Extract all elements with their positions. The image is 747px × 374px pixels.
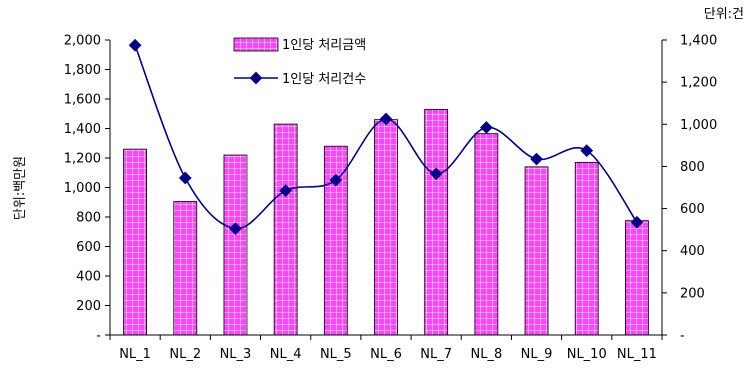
line-point [229,222,242,235]
x-tick-label: NL_10 [567,347,607,362]
x-tick-label: NL_3 [220,347,252,362]
left-axis-ticks: - 200 400 600 800 1,000 1,200 1,400 1,600 1,800 2,… [64,34,110,344]
left-tick-label: 200 [76,299,101,314]
bar [524,166,549,336]
line-point [329,173,343,187]
bar [625,220,649,336]
line-point [128,38,142,52]
left-tick-label: 400 [76,270,101,285]
left-tick-label: 1,200 [64,152,101,167]
left-axis-title: 단위:백만원 [13,156,28,220]
legend: 1인당 처리금액 1인당 처리건수 [233,37,366,87]
bar [374,119,398,336]
right-tick-label: - [680,329,685,344]
x-tick-label: NL_9 [521,347,553,362]
bar [474,133,499,336]
axes [109,40,663,340]
bar [273,123,298,336]
right-tick-label: 200 [680,286,705,301]
right-tick-label: 1,400 [680,34,717,49]
x-tick-label: NL_4 [270,347,302,362]
x-axis-labels: NL_1 NL_2 NL_3 NL_4 NL_5 NL_6 NL_7 NL_8 NL_9 NL_1… [119,347,657,362]
x-tick-label: NL_11 [617,347,657,362]
x-tick-label: NL_2 [169,347,201,362]
line-series [128,38,644,235]
right-tick-label: 400 [680,244,705,259]
bar [424,108,449,336]
legend-item-bar: 1인당 처리금액 [233,37,366,53]
bar [574,162,599,336]
x-tick-label: NL_7 [420,347,452,362]
bar [223,154,248,336]
right-tick-label: 800 [680,160,705,175]
x-tick-label: NL_8 [470,347,502,362]
legend-swatch-bar [233,37,279,52]
left-tick-label: 1,600 [64,93,101,108]
legend-label-bar: 1인당 처리금액 [282,38,366,53]
bar-series [123,108,649,336]
bar [173,201,198,336]
line-point [279,184,293,198]
x-tick-label: NL_5 [320,347,352,362]
right-tick-label: 1,200 [680,76,717,91]
line-point [530,152,543,166]
right-axis-title: 단위:건 [704,7,744,22]
legend-marker-line [249,71,263,85]
x-tick-label: NL_1 [119,347,151,362]
line-point [479,121,493,134]
left-tick-label: 1,000 [64,181,101,196]
left-tick-label: 2,000 [64,34,101,49]
line-point [429,167,443,181]
right-tick-label: 1,000 [680,118,717,133]
bar [123,148,147,336]
x-tick-label: NL_6 [370,347,402,362]
left-tick-label: 800 [76,211,101,226]
legend-item-line: 1인당 처리건수 [234,71,366,87]
left-tick-label: 1,400 [64,122,101,137]
left-tick-label: - [96,329,101,344]
line-point [178,171,192,185]
left-tick-label: 600 [76,240,101,255]
right-tick-label: 600 [680,202,705,217]
left-tick-label: 1,800 [64,63,101,78]
legend-label-line: 1인당 처리건수 [282,72,366,87]
line-point [379,112,393,126]
right-axis-ticks: - 200 400 600 800 1,000 1,200 1,400 [662,34,717,344]
